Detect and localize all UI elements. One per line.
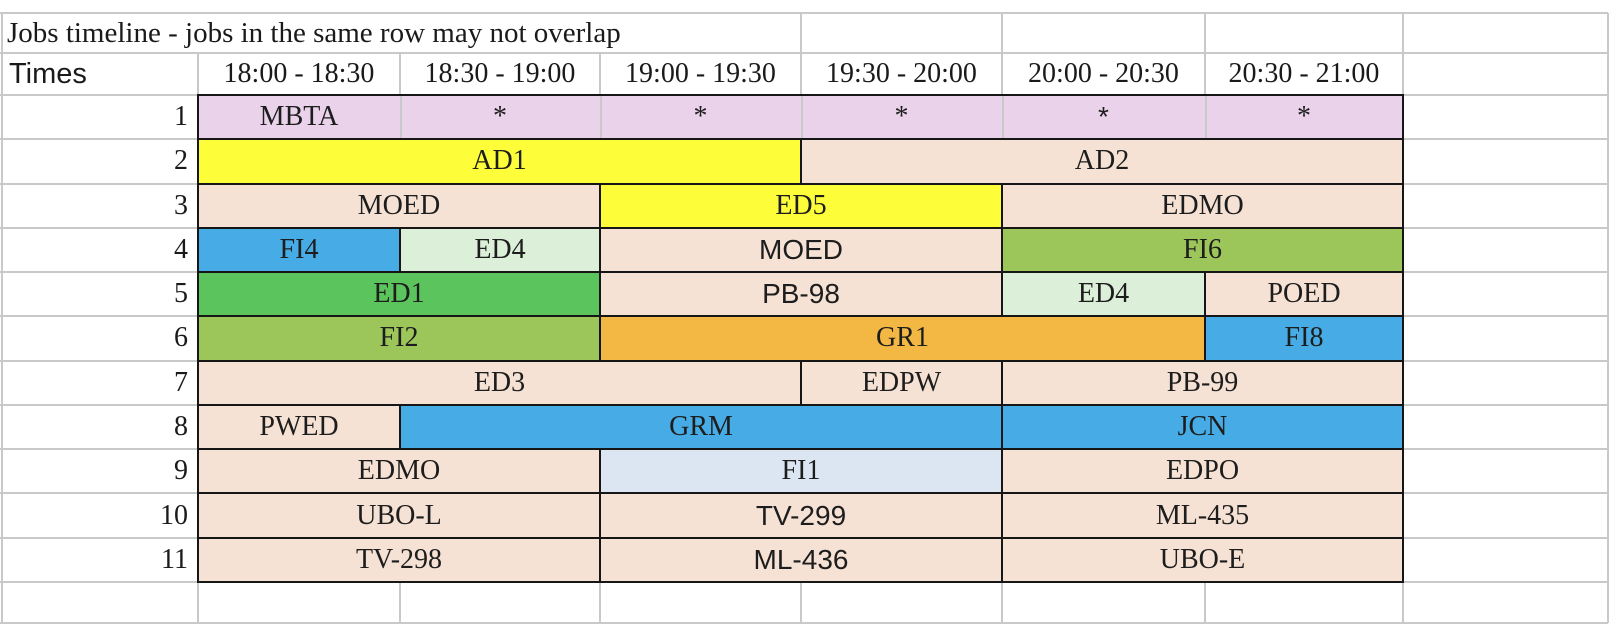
job-bar-tv-299[interactable]: TV-299 <box>599 492 1003 539</box>
job-segment-cell[interactable]: MBTA <box>259 101 339 133</box>
job-bar-moed[interactable]: MOED <box>197 182 601 229</box>
job-bar-grm[interactable]: GRM <box>399 403 1003 451</box>
job-bar-gr1[interactable]: GR1 <box>599 315 1206 362</box>
job-bar-ed1[interactable]: ED1 <box>197 271 601 318</box>
time-slot-header[interactable]: 20:30 - 21:00 <box>1228 58 1380 89</box>
time-slot-header[interactable]: 19:00 - 19:30 <box>625 58 776 89</box>
row-number[interactable]: 11 <box>161 543 188 575</box>
job-bar-ubo-e[interactable]: UBO-E <box>1001 536 1404 583</box>
segment-divider <box>800 96 803 139</box>
job-bar-jcn[interactable]: JCN <box>1001 403 1404 451</box>
job-segment-cell[interactable]: * <box>693 101 708 133</box>
job-bar-fi8[interactable]: FI8 <box>1204 315 1404 362</box>
job-segment-cell[interactable]: * <box>1297 101 1311 133</box>
job-bar-ed4[interactable]: ED4 <box>1001 271 1206 318</box>
row-number[interactable]: 4 <box>174 233 188 265</box>
timeline-title-cell[interactable]: Jobs timeline - jobs in the same row may… <box>2 14 797 52</box>
grid-line <box>1607 13 1609 623</box>
segment-divider <box>399 96 402 139</box>
job-bar-ad2[interactable]: AD2 <box>800 138 1404 185</box>
job-bar-pb-99[interactable]: PB-99 <box>1001 359 1404 406</box>
segment-divider <box>599 96 602 139</box>
time-slot-header[interactable]: 20:00 - 20:30 <box>1028 58 1179 89</box>
row-number[interactable]: 10 <box>160 499 188 531</box>
job-bar-poed[interactable]: POED <box>1204 271 1404 318</box>
grid-line <box>0 622 1608 624</box>
job-bar-ad1[interactable]: AD1 <box>197 138 802 185</box>
row-number[interactable]: 5 <box>174 278 188 310</box>
job-segment-cell[interactable]: * <box>493 101 507 133</box>
segment-divider <box>1204 96 1207 139</box>
segment-divider <box>1001 96 1004 139</box>
time-slot-header[interactable]: 18:30 - 19:00 <box>424 58 576 89</box>
row-number[interactable]: 8 <box>174 411 188 443</box>
job-bar-ed3[interactable]: ED3 <box>197 359 802 406</box>
row-number[interactable]: 2 <box>174 145 188 177</box>
job-bar-edpw[interactable]: EDPW <box>800 359 1003 406</box>
job-segment-cell[interactable]: * <box>894 101 909 133</box>
row-number[interactable]: 3 <box>174 189 188 221</box>
row-number[interactable]: 9 <box>174 455 188 487</box>
timeline-title: Jobs timeline - jobs in the same row may… <box>7 16 621 49</box>
grid-line <box>1 13 3 623</box>
job-bar-fi2[interactable]: FI2 <box>197 315 601 362</box>
job-bar-ml-436[interactable]: ML-436 <box>599 536 1003 583</box>
row-number[interactable]: 7 <box>174 366 188 398</box>
job-bar-moed[interactable]: MOED <box>599 226 1003 274</box>
job-bar-ed5[interactable]: ED5 <box>599 182 1003 229</box>
job-bar-mbta[interactable]: MBTA * * * * * <box>197 94 1404 141</box>
row-number[interactable]: 6 <box>174 322 188 354</box>
times-header-label: Times <box>9 57 87 90</box>
job-bar-ed4[interactable]: ED4 <box>399 226 601 274</box>
grid-line <box>0 12 1608 14</box>
job-bar-edmo[interactable]: EDMO <box>197 448 601 495</box>
job-bar-fi6[interactable]: FI6 <box>1001 226 1404 274</box>
time-slot-header[interactable]: 18:00 - 18:30 <box>223 58 375 89</box>
job-bar-pb-98[interactable]: PB-98 <box>599 271 1003 318</box>
job-bar-fi4[interactable]: FI4 <box>197 226 401 274</box>
job-bar-tv-298[interactable]: TV-298 <box>197 536 601 583</box>
job-bar-pwed[interactable]: PWED <box>197 403 401 451</box>
job-bar-edmo[interactable]: EDMO <box>1001 182 1404 229</box>
job-bar-ubo-l[interactable]: UBO-L <box>197 492 601 539</box>
job-segment-cell[interactable]: * <box>1098 101 1109 133</box>
row-number[interactable]: 1 <box>174 101 188 133</box>
job-bar-ml-435[interactable]: ML-435 <box>1001 492 1404 539</box>
times-header-cell[interactable]: Times <box>2 54 199 94</box>
job-bar-edpo[interactable]: EDPO <box>1001 448 1404 495</box>
time-slot-header[interactable]: 19:30 - 20:00 <box>826 58 977 89</box>
job-bar-fi1[interactable]: FI1 <box>599 448 1003 495</box>
grid-line <box>0 52 1608 54</box>
